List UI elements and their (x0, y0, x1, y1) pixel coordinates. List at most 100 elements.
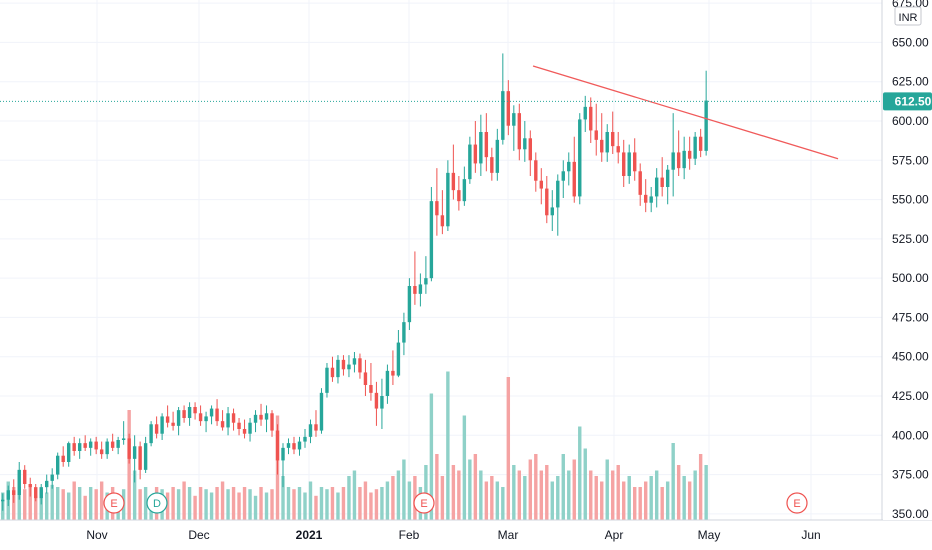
volume-bar (501, 487, 505, 520)
volume-bar (314, 495, 318, 520)
candle-body (39, 487, 43, 499)
candle-body (528, 138, 533, 161)
candle-body (6, 490, 10, 500)
candle-body (220, 421, 225, 428)
volume-bar (523, 476, 527, 520)
candle-body (187, 407, 192, 418)
price-tick-label: 675.00 (892, 0, 929, 10)
volume-bar (28, 487, 32, 520)
candle-body (308, 424, 313, 437)
volume-bar (99, 481, 104, 520)
volume-bar (506, 377, 511, 520)
volume-bar (286, 487, 291, 520)
volume-bar (468, 459, 472, 520)
price-tick-label: 425.00 (892, 389, 929, 403)
candle-body (616, 146, 620, 153)
volume-bar (325, 489, 329, 520)
candle-body (550, 207, 554, 216)
volume-bar (198, 487, 203, 520)
volume-bar (446, 371, 450, 520)
volume-bar (457, 470, 461, 520)
candle-body (572, 161, 576, 197)
candle-body (325, 367, 329, 393)
candle-body (314, 424, 318, 431)
candle-body (600, 139, 604, 153)
price-axis[interactable]: 675.00 650.00 625.00 600.00 575.00 550.00 525.… (892, 0, 929, 521)
event-marker-circle (146, 492, 168, 514)
volume-bar (385, 481, 390, 520)
event-marker-label: E (420, 498, 427, 510)
volume-bar (589, 470, 593, 520)
volume-bar (77, 487, 82, 520)
volume-bar (402, 459, 406, 520)
price-tick-label: 600.00 (892, 114, 929, 128)
candle-body (556, 180, 560, 208)
candle-body (110, 441, 115, 448)
time-tick-label: Jun (801, 528, 820, 542)
price-tick-label: 625.00 (892, 75, 929, 89)
volume-bar (83, 495, 87, 520)
volume-bar (424, 465, 428, 520)
resistance-trendline[interactable] (532, 65, 839, 160)
candle-body (182, 410, 186, 418)
candle-body (676, 152, 681, 169)
candle-body (501, 91, 505, 140)
volume-bar (237, 492, 241, 520)
volume-bar (138, 489, 142, 520)
price-tick-label: 650.00 (892, 35, 929, 49)
candle-body (457, 190, 461, 202)
candle-body (578, 119, 582, 197)
price-tick-label: 375.00 (892, 468, 929, 482)
candle-body (512, 113, 516, 126)
volume-bar (391, 476, 395, 520)
candles (1, 53, 708, 511)
time-tick-label: Dec (188, 528, 209, 542)
candle-body (50, 474, 54, 481)
volume-bar (561, 454, 565, 520)
volume-bar (66, 492, 71, 520)
candle-body (643, 194, 648, 203)
volume-bar (270, 489, 274, 520)
candle-body (165, 416, 170, 423)
volume-bar (88, 487, 93, 520)
volume-bar (50, 484, 54, 520)
time-axis[interactable]: Nov Dec 2021 Feb Mar Apr May Jun (86, 528, 820, 542)
candle-body (193, 407, 197, 414)
volume-bar (374, 489, 379, 520)
volume-bar (303, 492, 307, 520)
candle-body (12, 490, 16, 495)
candle-body (336, 359, 340, 378)
candle-body (385, 370, 390, 396)
volume-bar (616, 465, 620, 520)
candle-body (209, 408, 214, 417)
candle-body (649, 196, 653, 203)
candle-body (138, 446, 142, 470)
volume-bar (358, 487, 362, 520)
volume-bar (253, 495, 258, 520)
volume-bar (407, 481, 412, 520)
volume-bar (495, 481, 500, 520)
candle-body (402, 322, 406, 343)
candle-body (380, 396, 384, 409)
candle-body (633, 152, 637, 172)
volume-bar (638, 487, 642, 520)
candle-body (462, 179, 467, 202)
candle-body (154, 424, 159, 434)
candle-body (594, 130, 598, 140)
candle-body (127, 438, 131, 459)
volume-bar (567, 470, 571, 520)
candle-body (451, 172, 456, 191)
volume-bar (127, 410, 131, 520)
event-marker-label: D (153, 498, 161, 510)
candle-body (490, 157, 494, 173)
volume-bar (440, 476, 445, 520)
volume-bar (55, 487, 60, 520)
candle-body (23, 469, 27, 484)
volume-bar (72, 481, 76, 520)
volume-bar (539, 470, 543, 520)
candle-body (264, 413, 269, 420)
volume-bar (176, 489, 181, 520)
candle-body (479, 132, 483, 164)
